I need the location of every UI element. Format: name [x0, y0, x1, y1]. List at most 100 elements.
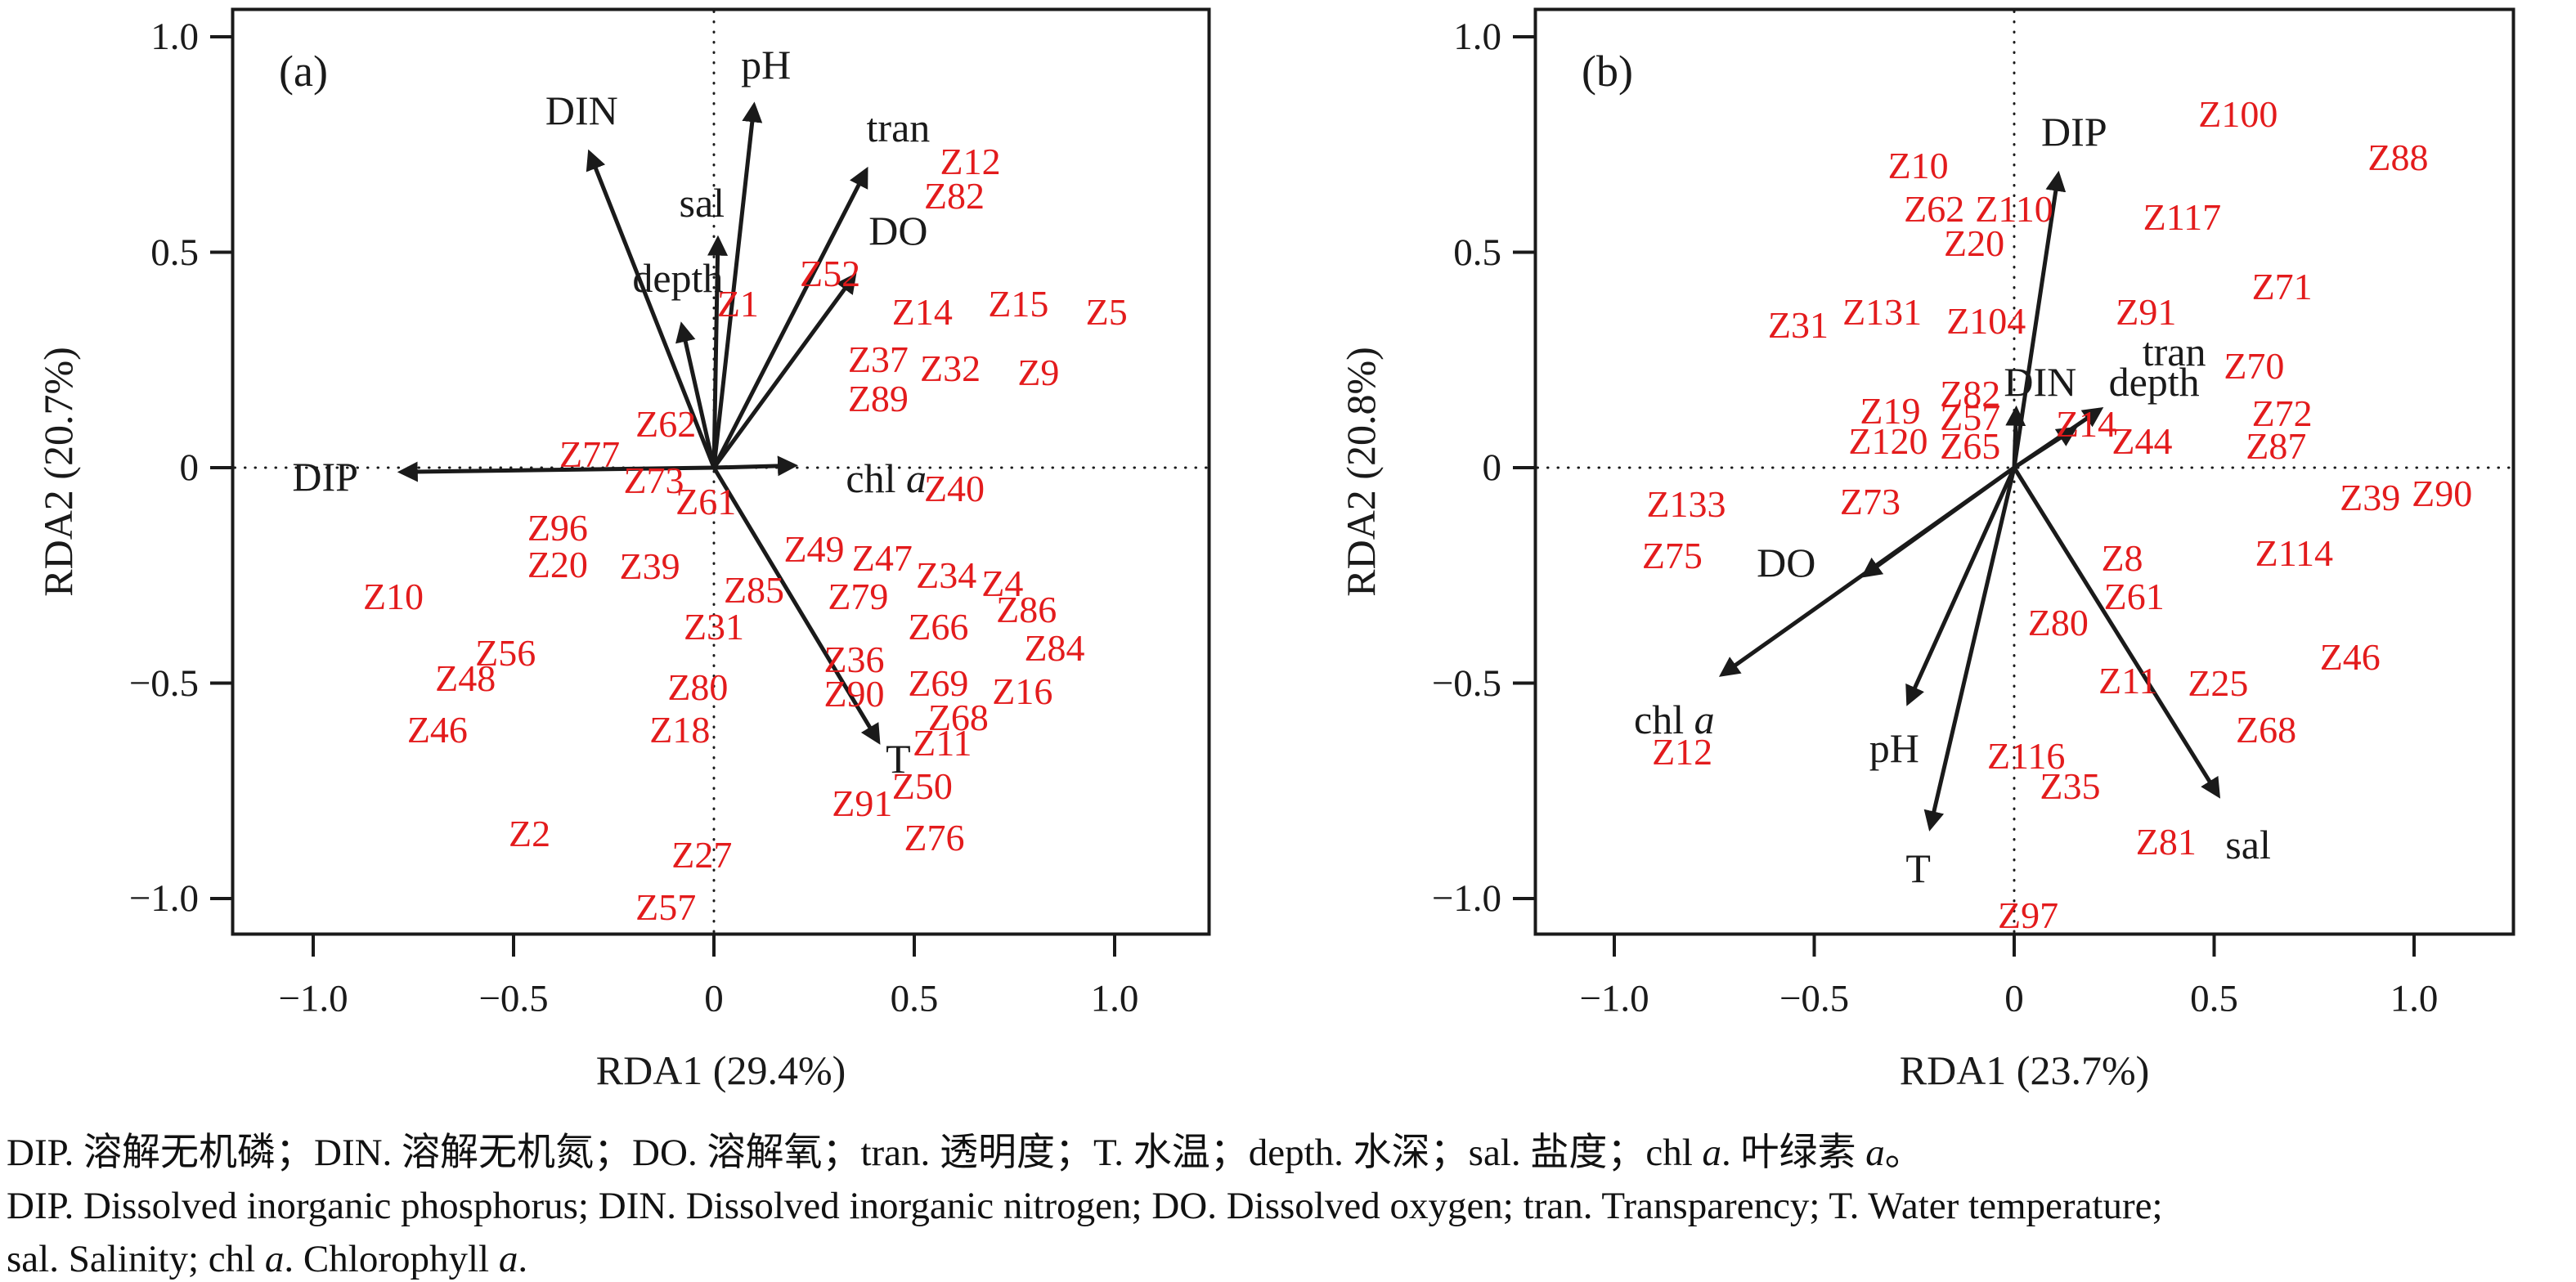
site-label-z87: Z87 [2246, 424, 2307, 467]
env-arrow-ph [711, 101, 763, 468]
site-label-z72: Z72 [2251, 392, 2313, 435]
site-label-z9: Z9 [1017, 352, 1060, 394]
site-label-z12: Z12 [1652, 730, 1713, 773]
y-tick-label: −1.0 [128, 877, 199, 920]
site-label-z82: Z82 [923, 174, 985, 217]
site-label-z133: Z133 [1646, 482, 1726, 525]
site-label-z31: Z31 [683, 605, 745, 648]
y-tick-label: 0 [1482, 446, 1502, 489]
figure-caption: DIP. 溶解无机磷；DIN. 溶解无机氮；DO. 溶解氧；tran. 透明度；… [7, 1127, 2574, 1282]
caption-line-chinese: DIP. 溶解无机磷；DIN. 溶解无机氮；DO. 溶解氧；tran. 透明度；… [7, 1132, 1923, 1174]
site-label-z91: Z91 [832, 782, 893, 825]
env-label-ph: pH [741, 42, 792, 88]
site-label-z68: Z68 [2236, 709, 2297, 751]
site-label-z15: Z15 [988, 282, 1049, 325]
env-label-chl-a: chl a [846, 455, 927, 502]
site-label-z61: Z61 [675, 481, 737, 523]
site-label-z88: Z88 [2367, 136, 2429, 178]
site-label-z84: Z84 [1024, 627, 1085, 670]
env-arrow-sal [2012, 466, 2221, 799]
x-tick-label: −0.5 [478, 977, 549, 1020]
site-label-z16: Z16 [992, 670, 1053, 713]
site-label-z76: Z76 [904, 817, 965, 859]
site-label-z12: Z12 [940, 140, 1001, 182]
y-tick-label: 0 [179, 446, 200, 489]
site-label-z39: Z39 [2340, 476, 2401, 518]
site-label-z20: Z20 [527, 543, 588, 585]
env-label-ph: pH [1869, 724, 1919, 771]
site-label-z34: Z34 [916, 554, 977, 596]
site-label-z39: Z39 [619, 545, 680, 588]
site-label-z50: Z50 [891, 764, 953, 807]
site-label-z73: Z73 [1839, 481, 1901, 523]
panel-b: Z10 Z62 Z110 Z20 Z100 Z88 Z117 Z31 Z131 Z104 Z91 Z7… [1338, 7, 2515, 1091]
site-label-z56: Z56 [475, 631, 536, 674]
env-arrow-din [2005, 405, 2026, 468]
site-label-z18: Z18 [649, 709, 711, 751]
env-arrow-chl-a [1718, 465, 2016, 677]
site-label-z57: Z57 [1940, 397, 2001, 439]
site-label-z5: Z5 [1085, 291, 1128, 334]
x-tick-label: 0.5 [2190, 977, 2238, 1020]
site-label-z52: Z52 [800, 252, 861, 294]
env-label-t: T [1905, 845, 1931, 892]
site-label-z65: Z65 [1940, 424, 2001, 467]
site-label-z90: Z90 [2412, 472, 2473, 514]
env-label-dip: DIP [2041, 108, 2107, 155]
caption-line-english-1: DIP. Dissolved inorganic phosphorus; DIN… [7, 1185, 2163, 1227]
site-label-z82: Z82 [1940, 373, 2001, 415]
site-label-z116: Z116 [1986, 735, 2066, 778]
site-label-z131: Z131 [1842, 291, 1923, 334]
panel-a: Z1 Z52 Z12 Z82 Z14 Z15 Z5 Z37 Z32 Z9 Z89 Z62 Z77 Z73 Z… [35, 7, 1211, 1091]
env-arrow-do [711, 272, 857, 469]
site-label-z1: Z1 [716, 282, 759, 325]
y-tick-label: 0.5 [150, 231, 199, 274]
y-axis-title: RDA2 (20.8%) [1338, 347, 1384, 597]
site-label-z57: Z57 [635, 885, 697, 928]
site-label-z117: Z117 [2143, 196, 2222, 239]
site-label-z46: Z46 [406, 709, 468, 751]
env-label-sal: sal [679, 179, 725, 226]
env-arrow-t [1923, 467, 2017, 832]
env-arrow-depth [2013, 426, 2078, 470]
site-label-z71: Z71 [2251, 265, 2313, 307]
site-label-z47: Z47 [851, 536, 913, 579]
site-label-z35: Z35 [2040, 764, 2101, 807]
env-label-do: DO [1757, 539, 1816, 585]
env-label-depth: depth [2108, 358, 2200, 405]
x-tick-label: 1.0 [2390, 977, 2439, 1020]
y-axis-title: RDA2 (20.7%) [35, 347, 81, 597]
x-tick-label: 1.0 [1090, 977, 1139, 1020]
site-label-z25: Z25 [2188, 661, 2249, 704]
y-tick-label: 1.0 [150, 16, 199, 58]
env-arrow-chl-a [713, 455, 798, 477]
y-tick-label: −1.0 [1431, 877, 1501, 920]
site-label-z66: Z66 [908, 605, 969, 648]
env-label-depth: depth [632, 255, 724, 302]
x-tick-label: 0 [704, 977, 724, 1020]
site-label-z27: Z27 [671, 834, 733, 876]
site-label-z73: Z73 [623, 459, 684, 501]
site-label-z31: Z31 [1767, 304, 1829, 347]
site-label-z10: Z10 [362, 576, 424, 618]
env-label-tran: tran [866, 104, 931, 150]
site-label-z48: Z48 [435, 657, 496, 700]
env-label-do: DO [868, 208, 928, 254]
site-label-z4: Z4 [981, 563, 1024, 605]
site-label-z70: Z70 [2224, 345, 2285, 388]
x-tick-label: −1.0 [1579, 977, 1649, 1020]
site-label-z104: Z104 [1946, 299, 2026, 342]
site-label-z80: Z80 [667, 666, 729, 708]
site-label-z86: Z86 [996, 588, 1057, 630]
env-label-tran: tran [2142, 328, 2206, 374]
site-label-z61: Z61 [2103, 576, 2165, 618]
site-label-z14: Z14 [891, 291, 953, 334]
env-label-t: T [886, 735, 911, 782]
site-label-z14: Z14 [2055, 403, 2117, 446]
site-label-z49: Z49 [783, 528, 845, 571]
site-label-z100: Z100 [2198, 92, 2278, 135]
env-arrow-t [711, 466, 881, 745]
panel-letter: (a) [279, 47, 328, 96]
site-label-z36: Z36 [824, 638, 885, 680]
